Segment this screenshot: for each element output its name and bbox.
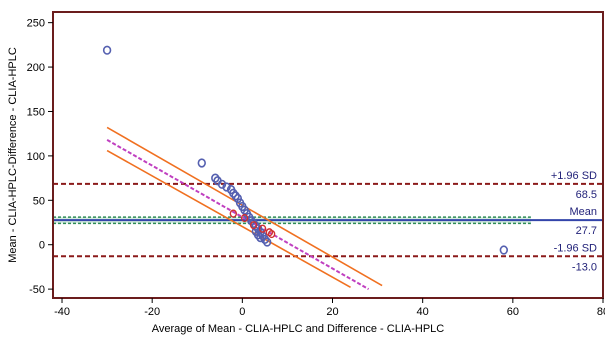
- y-tick-label: 200: [27, 62, 45, 74]
- data-point: [262, 237, 272, 247]
- y-tick-label: -50: [29, 284, 45, 296]
- data-point: [253, 230, 263, 240]
- reference-line-label: -1.96 SD: [554, 242, 597, 254]
- x-axis-ticks: -40 -20 0 20 40 60 80: [54, 298, 605, 318]
- reference-label-layer: +1.96 SD 68.5 Mean 27.7 -1.96 SD -13.0: [551, 170, 597, 273]
- regression-layer: [106, 126, 383, 290]
- highlight-data-point: [267, 229, 276, 239]
- reference-line-layer: [53, 182, 603, 258]
- y-axis-ticks: -50 0 50 100 150 200 250: [27, 18, 53, 296]
- x-tick-label: 20: [326, 306, 338, 318]
- reference-line-label: +1.96 SD: [551, 170, 597, 182]
- data-point: [499, 245, 509, 255]
- x-tick-label: 60: [507, 306, 519, 318]
- y-tick-label: 100: [27, 151, 45, 163]
- reference-line-value: -13.0: [572, 261, 597, 273]
- plot-frame: [52, 11, 604, 299]
- x-tick-label: 0: [239, 306, 245, 318]
- data-point: [229, 188, 238, 198]
- y-tick-label: 150: [27, 106, 45, 118]
- x-axis-title: Average of Mean - CLIA-HPLC and Differen…: [152, 323, 445, 335]
- x-tick-label: -20: [144, 306, 160, 318]
- data-point: [217, 179, 227, 189]
- data-point: [197, 158, 206, 168]
- y-axis-title: Mean - CLIA-HPLC-Difference - CLIA-HPLC: [7, 47, 19, 263]
- x-tick-label: 80: [597, 306, 605, 318]
- regression-fit-line: [106, 139, 370, 290]
- data-point-layer: [102, 45, 509, 255]
- reference-line-value: 27.7: [576, 225, 597, 237]
- y-tick-label: 50: [33, 195, 45, 207]
- data-point: [211, 173, 220, 183]
- highlight-data-point: [258, 224, 267, 233]
- data-point: [102, 45, 112, 55]
- data-point: [247, 216, 256, 226]
- y-tick-label: 250: [27, 18, 45, 30]
- regression-ci-lower-line: [106, 149, 351, 289]
- highlight-data-point: [240, 213, 249, 223]
- highlight-data-point: [249, 221, 258, 230]
- y-tick-label: 0: [39, 240, 45, 252]
- data-point: [222, 182, 231, 192]
- x-tick-label: 40: [417, 306, 429, 318]
- data-point: [260, 234, 270, 244]
- data-point: [231, 191, 240, 201]
- highlight-data-point: [229, 209, 238, 218]
- reference-line-value: 68.5: [576, 189, 597, 201]
- x-tick-label: -40: [54, 306, 70, 318]
- reference-line-label: Mean: [569, 206, 597, 218]
- data-point: [233, 193, 243, 204]
